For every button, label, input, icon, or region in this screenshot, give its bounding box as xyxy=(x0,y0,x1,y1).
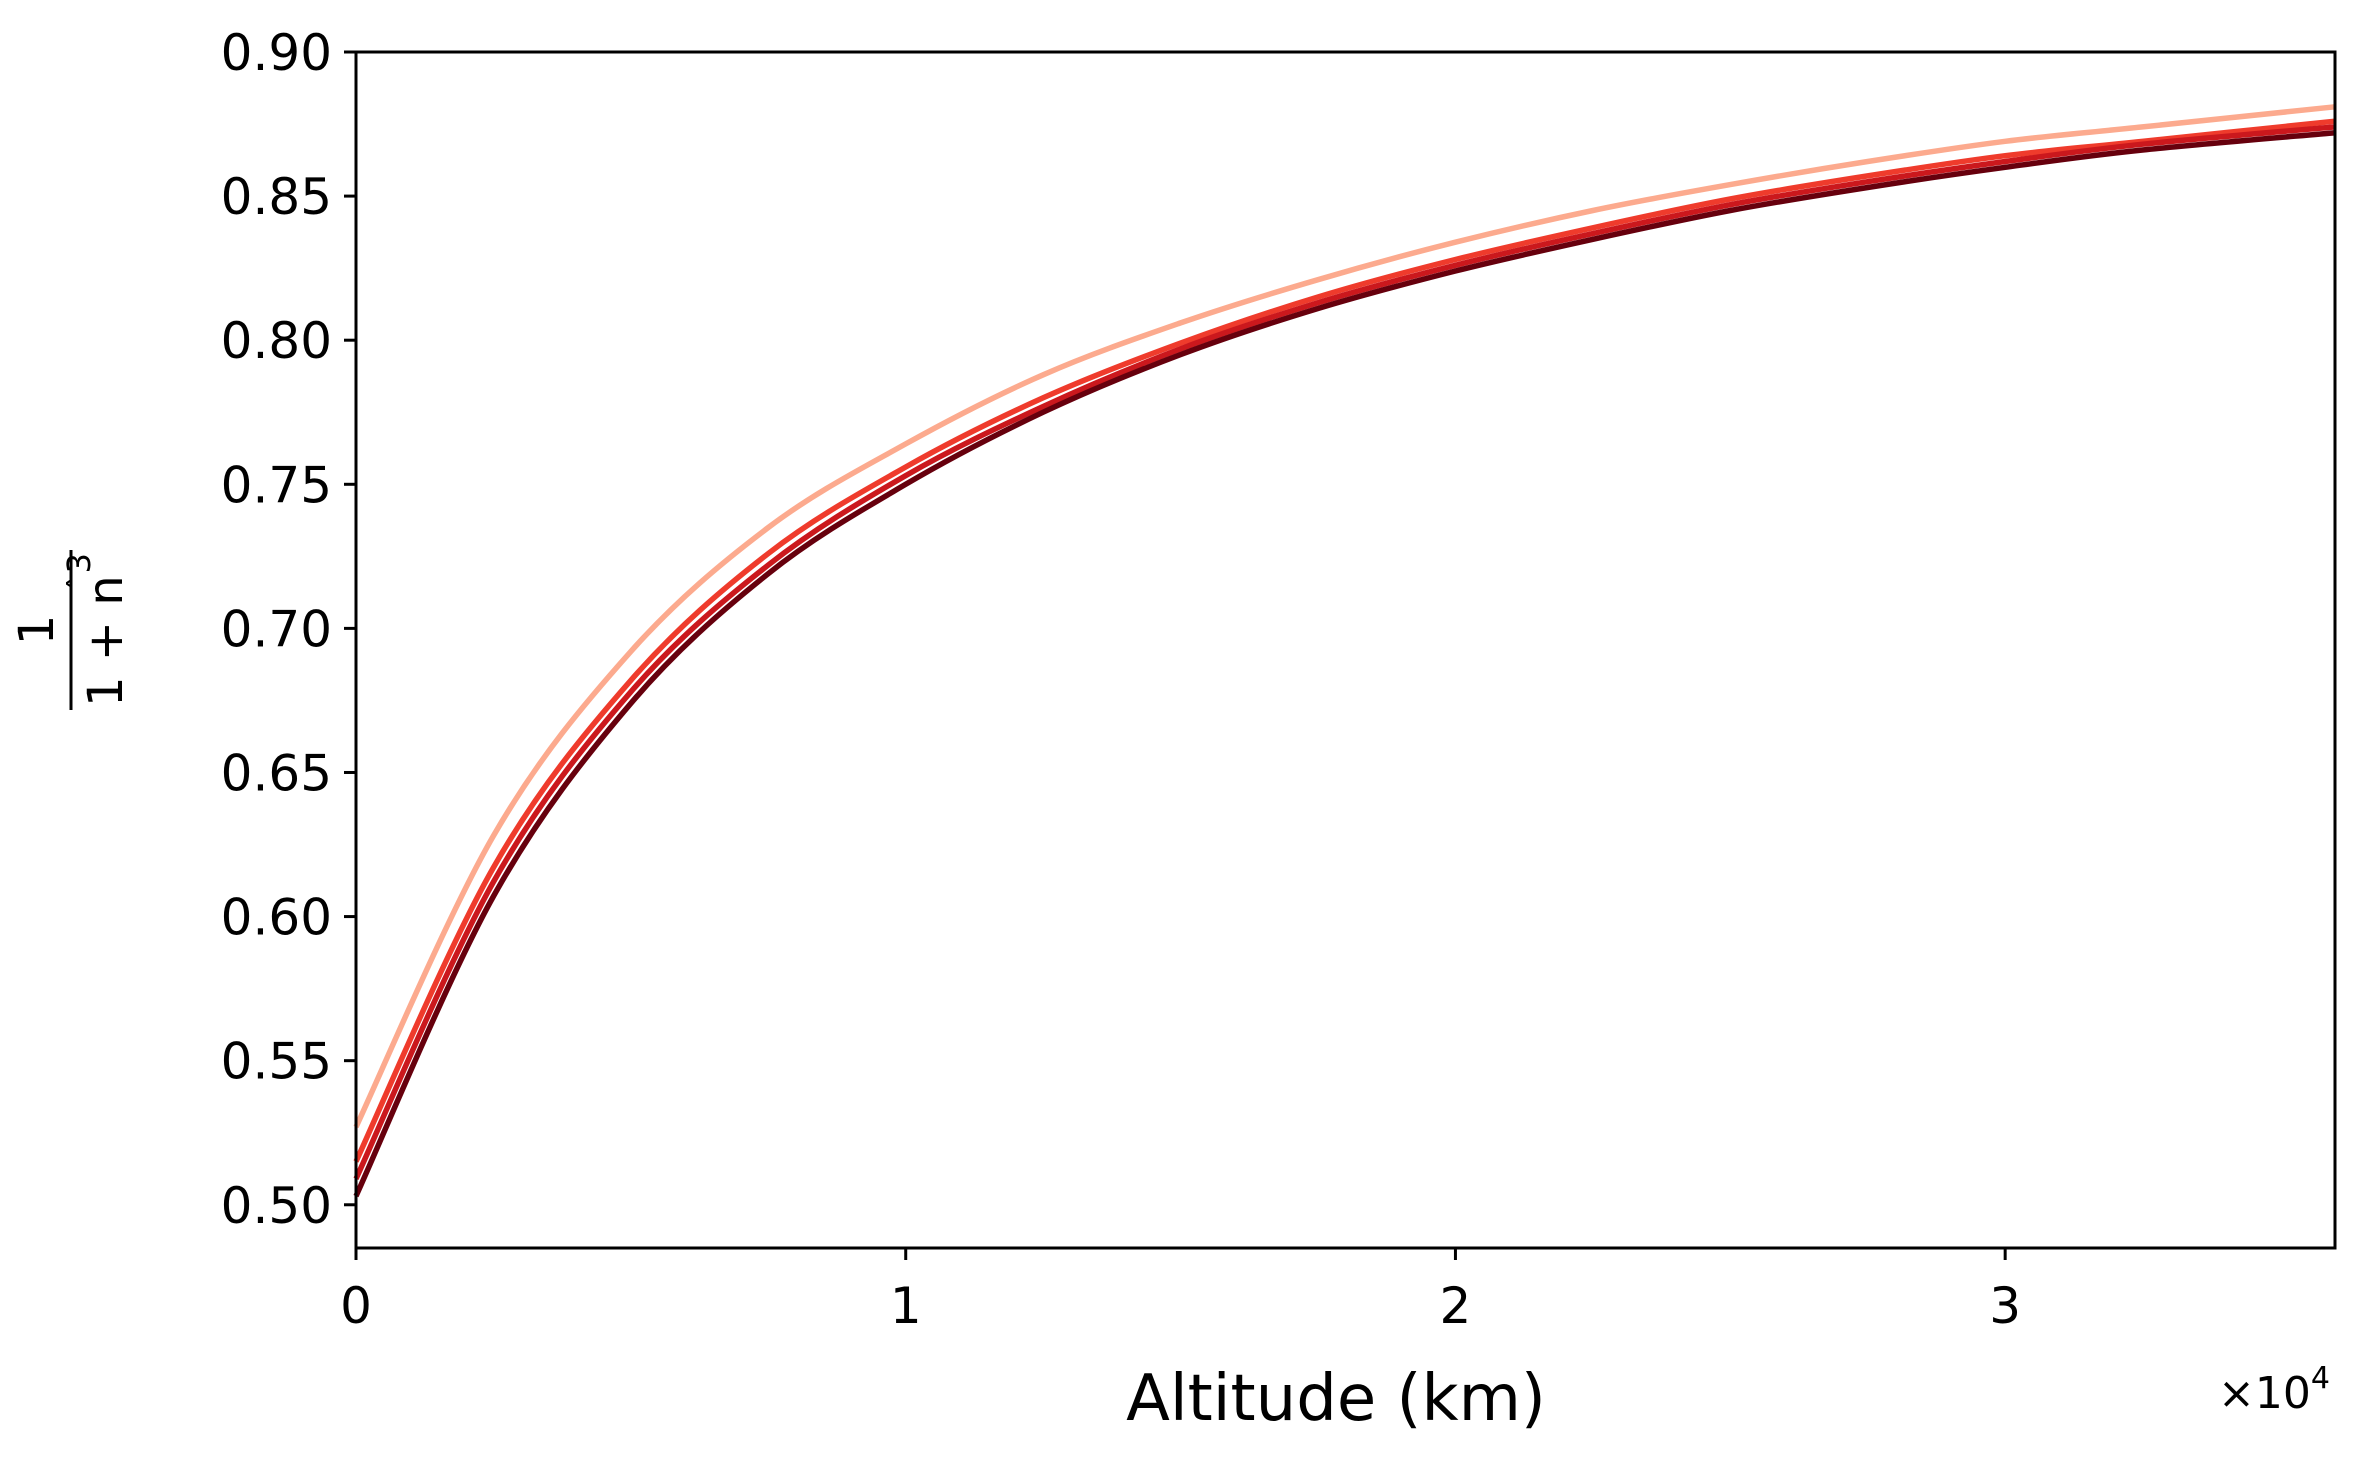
series-line-3 xyxy=(353,124,2336,1180)
series-layer xyxy=(353,104,2336,1198)
y-label-denominator-exponent: 3 xyxy=(60,553,98,573)
x-offset-base: ×10 xyxy=(2218,1368,2311,1419)
y-label-numerator: 1 xyxy=(9,615,65,646)
x-tick-label: 3 xyxy=(1989,1277,2021,1335)
series-line-4 xyxy=(353,129,2336,1198)
y-label-denominator: 1 + n xyxy=(78,575,134,707)
x-offset-exponent: 4 xyxy=(2311,1361,2330,1396)
y-tick-label: 0.70 xyxy=(221,600,332,658)
x-axis-label: Altitude (km) xyxy=(1126,1362,1546,1436)
y-label-denominator-hat: ˆ xyxy=(62,575,100,591)
svg-text:1 + nˆ3: 1 + nˆ 3 xyxy=(60,553,134,707)
y-tick-label: 0.50 xyxy=(221,1177,332,1235)
x-axis: 0 1 2 3 xyxy=(340,1248,2021,1335)
y-tick-label: 0.65 xyxy=(221,744,332,802)
x-axis-offset-label: ×104 xyxy=(2218,1361,2330,1419)
x-tick-label: 1 xyxy=(890,1277,922,1335)
y-axis: 0.50 0.55 0.60 0.65 0.70 0.75 0.80 0.85 0.90 xyxy=(221,24,356,1235)
x-tick-label: 0 xyxy=(340,1277,372,1335)
series-line-2 xyxy=(353,118,2336,1163)
svg-text:×104: ×104 xyxy=(2218,1361,2330,1419)
y-tick-label: 0.55 xyxy=(221,1033,332,1091)
y-axis-label: 1 1 + nˆ 3 xyxy=(9,550,134,710)
series-line-1 xyxy=(353,104,2336,1129)
y-tick-label: 0.75 xyxy=(221,456,332,514)
y-tick-label: 0.60 xyxy=(221,889,332,947)
y-tick-label: 0.80 xyxy=(221,312,332,370)
plot-frame xyxy=(354,50,2337,1250)
x-tick-label: 2 xyxy=(1440,1277,1472,1335)
y-tick-label: 0.90 xyxy=(221,24,332,82)
y-tick-label: 0.85 xyxy=(221,168,332,226)
